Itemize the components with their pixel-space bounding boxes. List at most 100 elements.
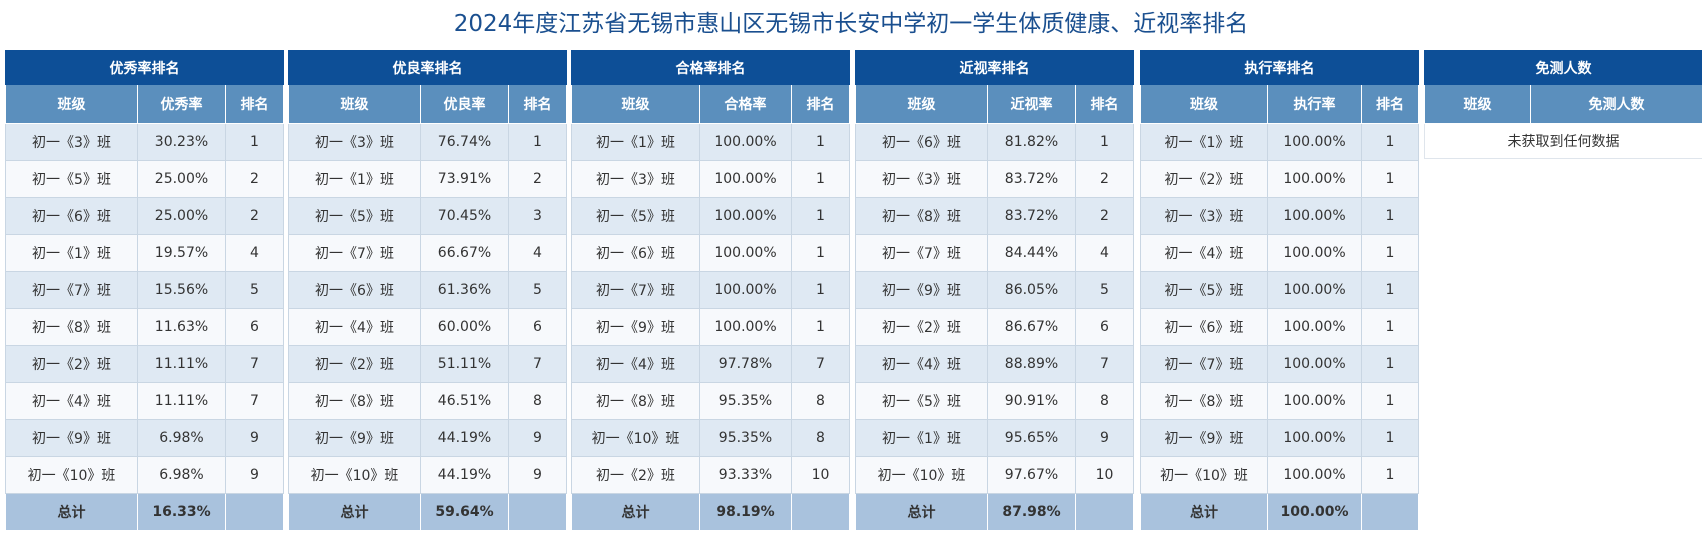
table-row: 初一《6》班 25.00% 2 xyxy=(5,197,285,235)
cell-rate: 100.00% xyxy=(699,271,792,309)
cell-rank: 7 xyxy=(224,345,285,383)
table-row: 初一《8》班 46.51% 8 xyxy=(288,382,568,420)
cell-rate: 100.00% xyxy=(699,234,792,272)
cell-class: 初一《10》班 xyxy=(288,456,421,494)
table-row: 初一《9》班 86.05% 5 xyxy=(855,271,1135,309)
table-row: 初一《3》班 76.74% 1 xyxy=(288,123,568,161)
cell-class: 初一《7》班 xyxy=(288,234,421,272)
total-value: 16.33% xyxy=(137,493,226,531)
total-rank xyxy=(224,493,285,531)
cell-rank: 9 xyxy=(224,419,285,457)
column-header-rank: 排名 xyxy=(1074,84,1135,124)
cell-rate: 44.19% xyxy=(420,456,509,494)
cell-rate: 70.45% xyxy=(420,197,509,235)
cell-class: 初一《3》班 xyxy=(288,123,421,161)
table-row: 初一《10》班 100.00% 1 xyxy=(1140,456,1420,494)
table-row: 初一《4》班 88.89% 7 xyxy=(855,345,1135,383)
cell-class: 初一《8》班 xyxy=(288,382,421,420)
cell-class: 初一《4》班 xyxy=(288,308,421,346)
cell-class: 初一《1》班 xyxy=(1140,123,1268,161)
cell-rank: 8 xyxy=(507,382,568,420)
cell-rank: 7 xyxy=(1074,345,1135,383)
total-rank xyxy=(790,493,851,531)
cell-rank: 8 xyxy=(790,419,851,457)
total-row: 总计 87.98% xyxy=(855,493,1135,531)
cell-class: 初一《6》班 xyxy=(1140,308,1268,346)
table-pass-rate: 合格率排名 班级 合格率 排名 初一《1》班 100.00% 1 初一《3》班 100… xyxy=(570,50,851,531)
cell-rank: 7 xyxy=(790,345,851,383)
empty-message: 未获取到任何数据 xyxy=(1424,123,1702,159)
total-rank xyxy=(1074,493,1135,531)
table-header: 免测人数 xyxy=(1424,50,1702,85)
cell-class: 初一《3》班 xyxy=(1140,197,1268,235)
cell-rate: 100.00% xyxy=(1267,382,1362,420)
cell-class: 初一《8》班 xyxy=(5,308,138,346)
column-header-rank: 排名 xyxy=(224,84,285,124)
cell-class: 初一《8》班 xyxy=(1140,382,1268,420)
cell-rate: 46.51% xyxy=(420,382,509,420)
cell-rate: 6.98% xyxy=(137,419,226,457)
cell-rank: 9 xyxy=(507,456,568,494)
cell-rate: 60.00% xyxy=(420,308,509,346)
table-row: 初一《6》班 61.36% 5 xyxy=(288,271,568,309)
table-header: 合格率排名 xyxy=(570,50,851,85)
cell-rate: 6.98% xyxy=(137,456,226,494)
cell-class: 初一《1》班 xyxy=(5,234,138,272)
cell-rank: 2 xyxy=(224,160,285,198)
cell-class: 初一《3》班 xyxy=(5,123,138,161)
cell-class: 初一《5》班 xyxy=(5,160,138,198)
table-row: 初一《10》班 97.67% 10 xyxy=(855,456,1135,494)
cell-rate: 100.00% xyxy=(699,123,792,161)
table-row: 初一《1》班 19.57% 4 xyxy=(5,234,285,272)
cell-class: 初一《7》班 xyxy=(1140,345,1268,383)
table-header: 优秀率排名 xyxy=(4,50,285,85)
table-row: 初一《10》班 6.98% 9 xyxy=(5,456,285,494)
total-row: 总计 98.19% xyxy=(571,493,851,531)
cell-class: 初一《5》班 xyxy=(1140,271,1268,309)
table-row: 初一《5》班 100.00% 1 xyxy=(571,197,851,235)
cell-class: 初一《10》班 xyxy=(855,456,988,494)
cell-rate: 97.78% xyxy=(699,345,792,383)
cell-class: 初一《8》班 xyxy=(571,382,700,420)
cell-rate: 93.33% xyxy=(699,456,792,494)
total-row: 总计 59.64% xyxy=(288,493,568,531)
table-row: 初一《3》班 100.00% 1 xyxy=(1140,197,1420,235)
cell-rate: 86.05% xyxy=(987,271,1076,309)
cell-rate: 100.00% xyxy=(1267,123,1362,161)
cell-rank: 5 xyxy=(224,271,285,309)
cell-rank: 1 xyxy=(1360,382,1420,420)
cell-rate: 100.00% xyxy=(1267,271,1362,309)
table-row: 初一《7》班 15.56% 5 xyxy=(5,271,285,309)
table-row: 初一《7》班 100.00% 1 xyxy=(1140,345,1420,383)
column-header-class: 班级 xyxy=(5,84,138,124)
table-row: 初一《8》班 83.72% 2 xyxy=(855,197,1135,235)
table-good-rate: 优良率排名 班级 优良率 排名 初一《3》班 76.74% 1 初一《1》班 73.9… xyxy=(287,50,568,531)
cell-rank: 1 xyxy=(790,271,851,309)
cell-class: 初一《9》班 xyxy=(1140,419,1268,457)
table-row: 初一《9》班 6.98% 9 xyxy=(5,419,285,457)
column-header-rank: 排名 xyxy=(507,84,568,124)
cell-class: 初一《1》班 xyxy=(288,160,421,198)
cell-rank: 10 xyxy=(790,456,851,494)
cell-rank: 9 xyxy=(1074,419,1135,457)
cell-class: 初一《6》班 xyxy=(855,123,988,161)
cell-class: 初一《6》班 xyxy=(571,234,700,272)
table-excellent-rate: 优秀率排名 班级 优秀率 排名 初一《3》班 30.23% 1 初一《5》班 25.0… xyxy=(4,50,285,531)
cell-class: 初一《4》班 xyxy=(1140,234,1268,272)
total-rank xyxy=(1360,493,1420,531)
table-row: 初一《9》班 100.00% 1 xyxy=(1140,419,1420,457)
cell-rate: 11.63% xyxy=(137,308,226,346)
cell-rate: 100.00% xyxy=(1267,419,1362,457)
cell-rank: 1 xyxy=(1360,419,1420,457)
cell-rate: 100.00% xyxy=(1267,345,1362,383)
cell-rank: 2 xyxy=(507,160,568,198)
column-header-rate: 优良率 xyxy=(420,84,509,124)
cell-rate: 95.35% xyxy=(699,382,792,420)
column-header-class: 班级 xyxy=(1140,84,1268,124)
cell-rate: 100.00% xyxy=(1267,197,1362,235)
cell-rate: 83.72% xyxy=(987,160,1076,198)
column-header-class: 班级 xyxy=(1424,84,1531,124)
cell-rank: 1 xyxy=(790,123,851,161)
cell-rate: 100.00% xyxy=(1267,160,1362,198)
total-label: 总计 xyxy=(571,493,700,531)
